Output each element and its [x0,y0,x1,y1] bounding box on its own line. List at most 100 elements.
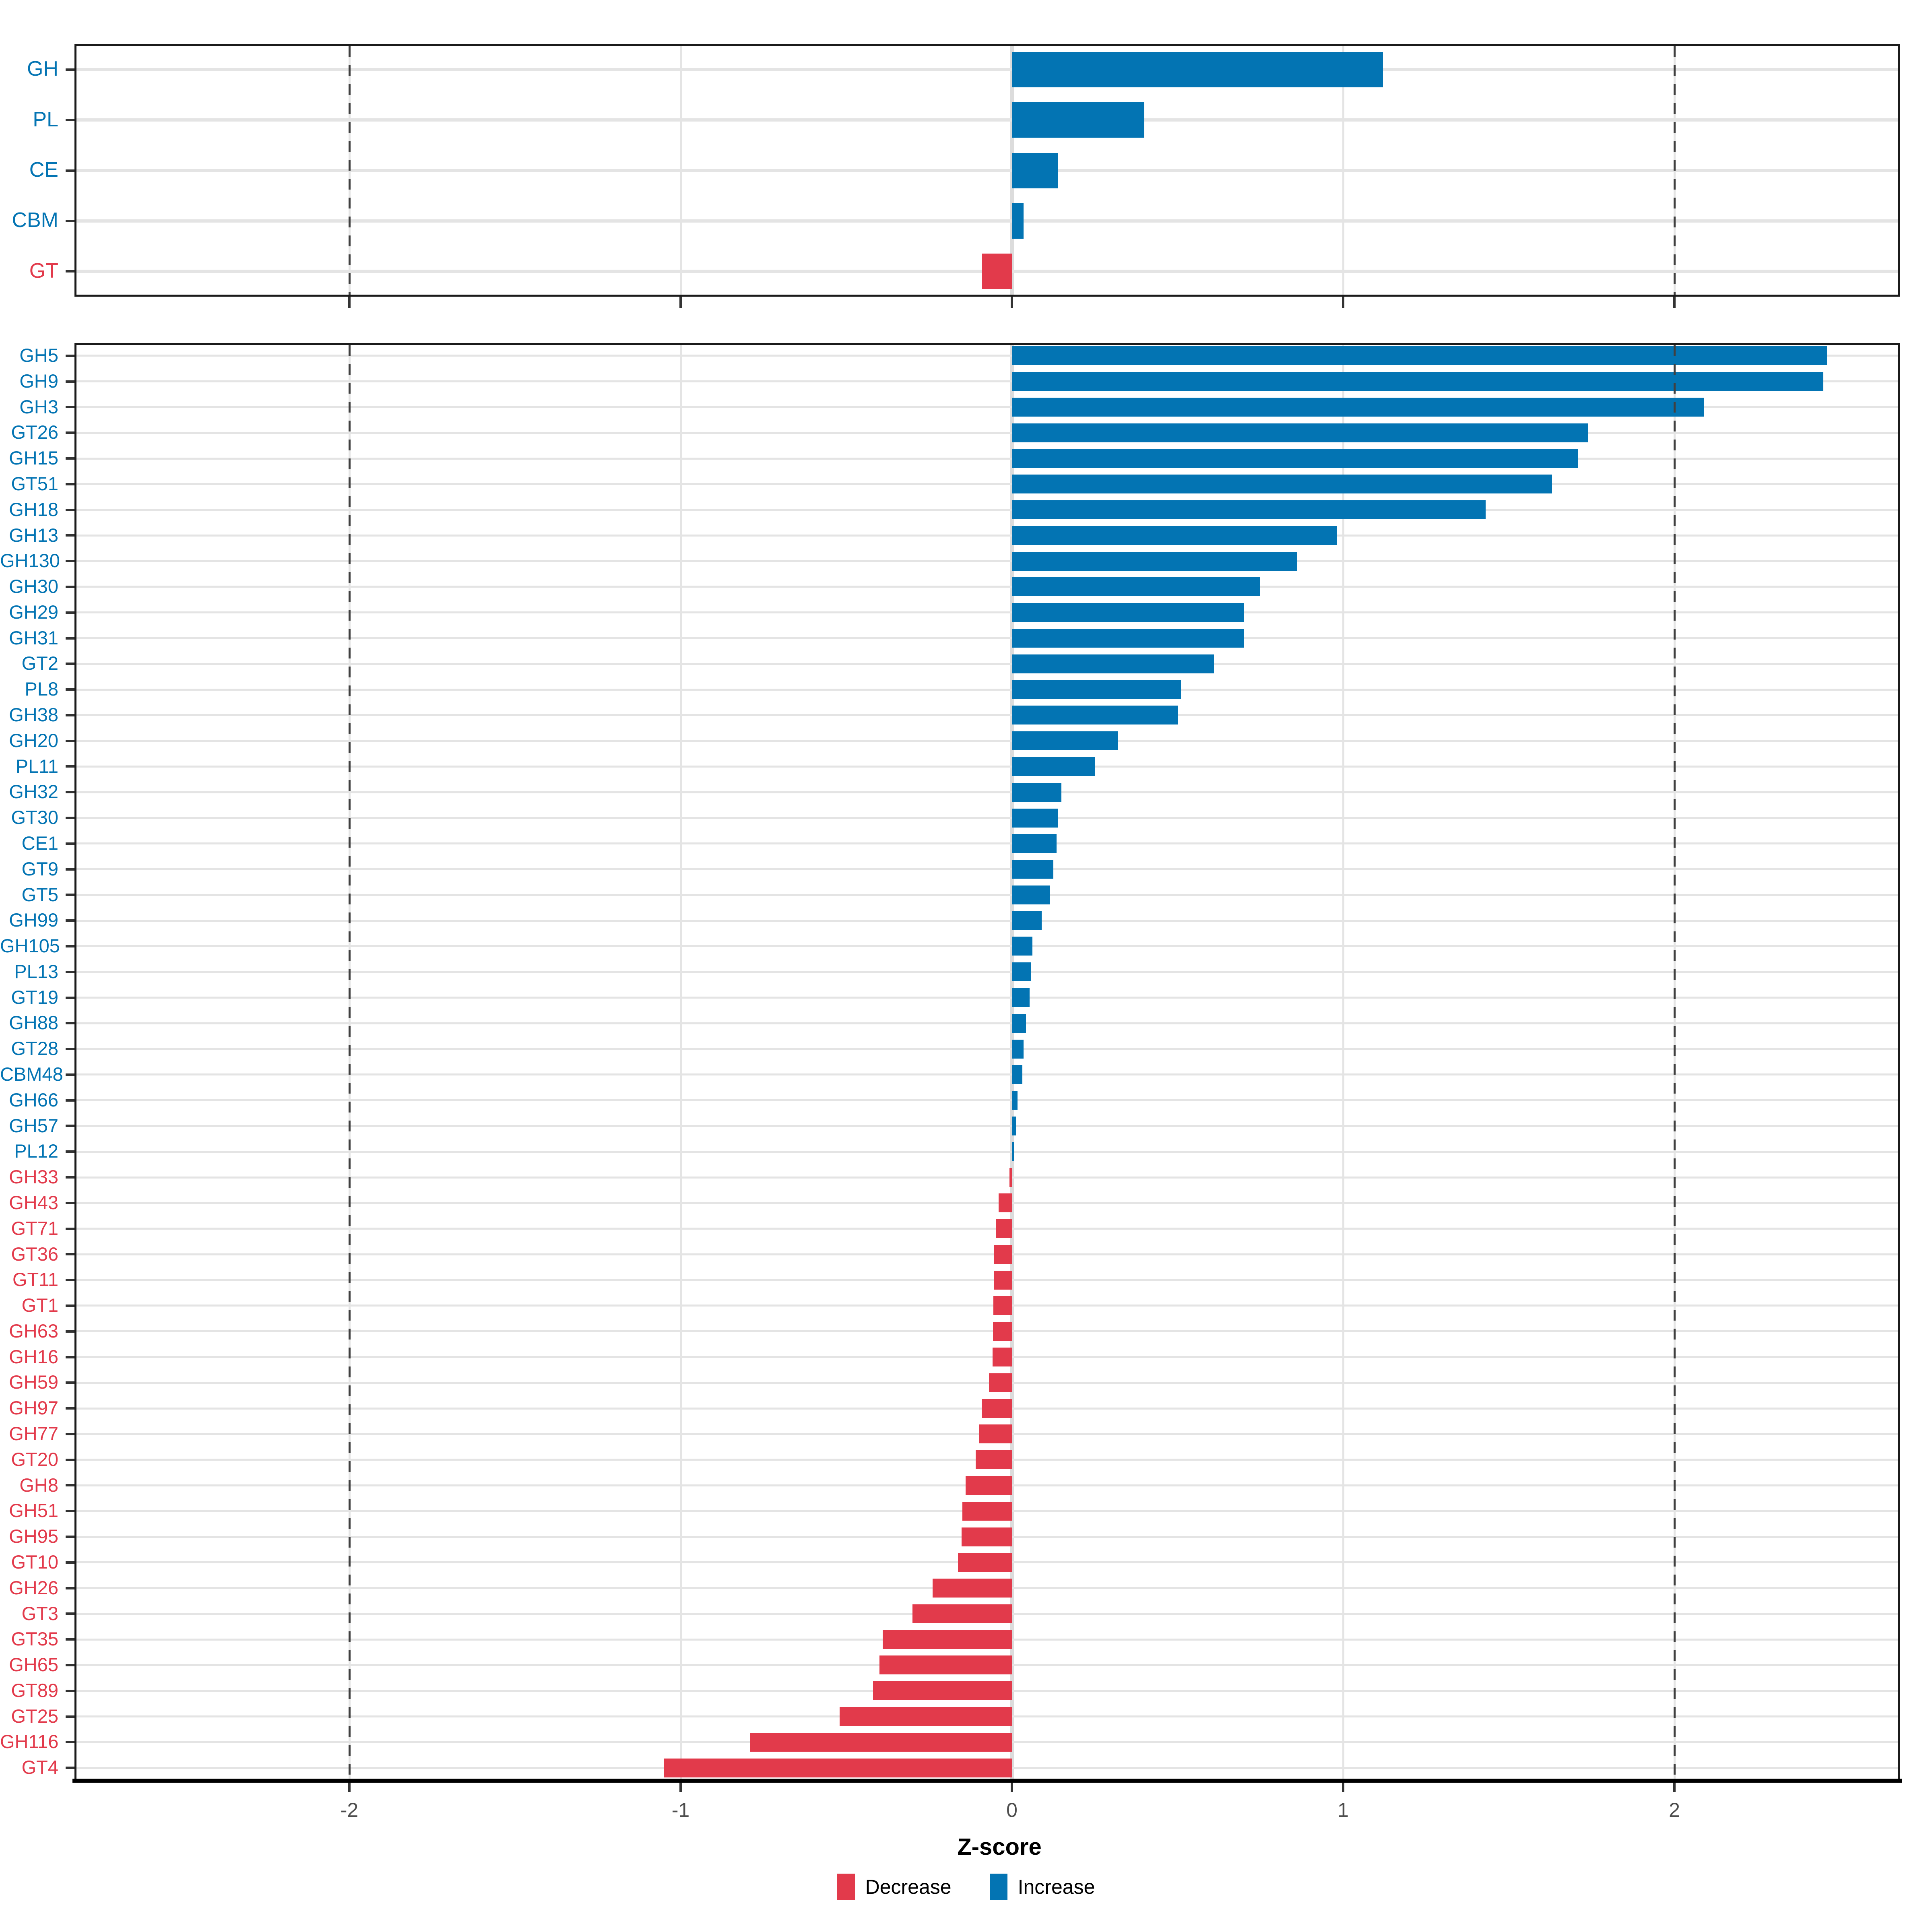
x-tick-mark [348,297,351,308]
dashed-reference-line [1674,46,1676,295]
bar-GH38 [1012,706,1178,724]
y-axis-label-GT36: GT36 [11,1243,58,1265]
y-tick-mark [66,1202,74,1204]
y-tick-mark [66,1099,74,1102]
h-gridline [76,586,1898,588]
zero-gridline [1010,345,1014,1779]
y-tick-mark [66,1561,74,1564]
y-tick-mark [66,380,74,383]
bar-GT10 [958,1553,1012,1572]
bar-GT28 [1012,1040,1024,1059]
y-axis-label-GH3: GH3 [19,396,58,417]
bar-GT2 [1012,654,1214,673]
y-tick-mark [66,791,74,793]
y-axis-label-GH65: GH65 [9,1654,58,1675]
bar-GH97 [982,1399,1012,1418]
x-axis-line [72,1779,1902,1783]
bar-PL11 [1012,757,1095,776]
h-gridline [76,1228,1898,1230]
bar-GH18 [1012,500,1486,519]
h-gridline [76,1177,1898,1179]
y-tick-mark [66,1433,74,1435]
y-axis-label-GH38: GH38 [9,704,58,725]
x-tick-label: -1 [671,1799,690,1821]
y-axis-label-GT71: GT71 [11,1218,58,1239]
h-gridline [76,637,1898,639]
x-tick-mark [1011,1781,1013,1792]
dashed-reference-line [349,345,351,1779]
y-axis-label-CE1: CE1 [21,832,58,854]
bar-GH [1012,52,1383,87]
h-gridline [76,663,1898,665]
y-tick-mark [66,355,74,357]
y-tick-mark [66,611,74,614]
bar-PL [1012,102,1144,138]
h-gridline [76,169,1898,172]
bar-GH105 [1012,937,1032,956]
y-tick-mark [66,220,74,222]
bar-GH130 [1012,552,1297,571]
y-tick-mark [66,270,74,272]
y-axis-label-GH105: GH105 [0,935,60,956]
increase-swatch-icon [989,1874,1007,1900]
y-axis-label-GT9: GT9 [21,858,58,879]
y-tick-mark [66,919,74,922]
h-gridline [76,1151,1898,1153]
y-tick-mark [66,1664,74,1666]
y-axis-label-CE: CE [29,158,58,182]
h-gridline [76,380,1898,382]
y-tick-mark [66,1305,74,1307]
y-axis-label-GH29: GH29 [9,601,58,623]
y-axis-label-GH18: GH18 [9,499,58,520]
y-axis-label-GT28: GT28 [11,1038,58,1059]
y-tick-mark [66,1612,74,1615]
y-tick-mark [66,740,74,742]
y-axis-label-GH88: GH88 [9,1012,58,1033]
bar-GH43 [999,1193,1012,1212]
y-tick-mark [66,1279,74,1281]
y-axis-label-GT3: GT3 [21,1603,58,1624]
y-tick-mark [66,457,74,460]
y-axis-label-GH30: GH30 [9,576,58,597]
y-tick-mark [66,1690,74,1692]
x-tick-mark [1011,297,1013,308]
y-tick-mark [66,714,74,716]
y-tick-mark [66,1587,74,1589]
h-gridline [76,432,1898,434]
h-gridline [76,1022,1898,1024]
y-tick-mark [66,1022,74,1024]
bar-GT20 [976,1450,1012,1469]
bar-GH88 [1012,1014,1026,1033]
y-axis-label-GT51: GT51 [11,473,58,494]
y-axis-label-PL12: PL12 [14,1140,58,1162]
x-axis-title: Z-score [957,1834,1042,1860]
bar-GH116 [750,1733,1012,1752]
h-gridline [76,714,1898,716]
bar-GT51 [1012,475,1552,493]
h-gridline [76,406,1898,408]
y-axis-label-PL: PL [33,108,58,131]
h-gridline [76,740,1898,742]
bar-GT11 [994,1271,1012,1290]
y-axis-label-GH20: GH20 [9,730,58,751]
bar-GH57 [1012,1117,1016,1135]
bar-GH32 [1012,783,1061,802]
dashed-reference-line [1674,345,1676,1779]
bar-GH3 [1012,398,1704,417]
y-tick-mark [66,1638,74,1641]
y-tick-mark [66,1536,74,1538]
y-tick-mark [66,1330,74,1333]
bar-GH15 [1012,449,1578,468]
y-axis-label-GT5: GT5 [21,884,58,905]
y-tick-mark [66,894,74,896]
h-gridline [76,1330,1898,1332]
panel-category-summary [74,44,1900,297]
y-axis-label-GH51: GH51 [9,1500,58,1521]
y-tick-mark [66,1381,74,1384]
bar-GT [982,254,1012,289]
y-axis-label-GH5: GH5 [19,345,58,366]
x-tick-label: 1 [1338,1799,1349,1821]
bar-PL13 [1012,962,1031,981]
bar-CBM [1012,203,1024,239]
h-gridline [76,1202,1898,1204]
